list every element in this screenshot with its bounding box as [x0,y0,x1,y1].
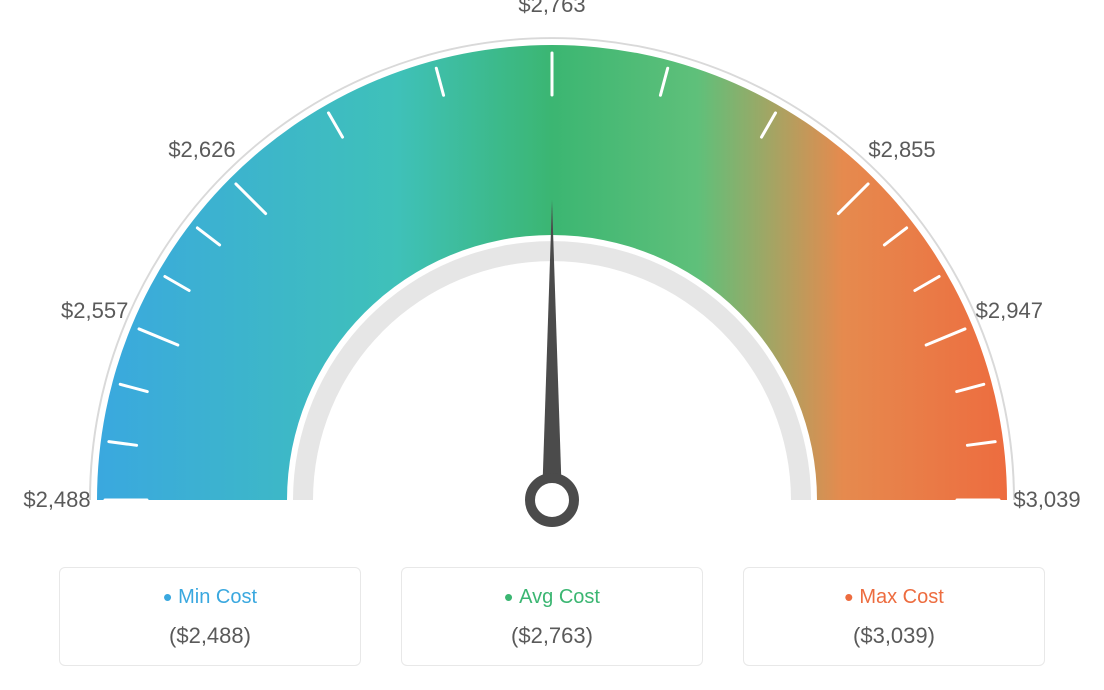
cost-gauge-container: $2,488 $2,557 $2,626 $2,763 $2,855 $2,947 $3,0… [0,0,1104,690]
legend-title-avg: • Avg Cost [402,582,702,613]
legend-title-min: • Min Cost [60,582,360,613]
legend-row: • Min Cost ($2,488) • Avg Cost ($2,763) • M… [0,567,1104,666]
dot-icon-avg: • [504,582,513,612]
legend-title-text: Min Cost [178,586,257,608]
gauge-tick-label: $3,039 [1013,487,1080,513]
legend-title-text: Max Cost [859,586,943,608]
gauge-svg [0,0,1104,560]
legend-card-min: • Min Cost ($2,488) [59,567,361,666]
legend-card-max: • Max Cost ($3,039) [743,567,1045,666]
gauge-tick-label: $2,763 [518,0,585,18]
gauge-tick-label: $2,488 [23,487,90,513]
legend-value-avg: ($2,763) [402,623,702,649]
legend-title-max: • Max Cost [744,582,1044,613]
gauge-tick-label: $2,947 [976,298,1043,324]
legend-value-max: ($3,039) [744,623,1044,649]
legend-title-text: Avg Cost [519,586,600,608]
gauge-tick-label: $2,557 [61,298,128,324]
gauge-area: $2,488 $2,557 $2,626 $2,763 $2,855 $2,947 $3,0… [0,0,1104,560]
legend-value-min: ($2,488) [60,623,360,649]
gauge-tick-label: $2,855 [868,137,935,163]
dot-icon-min: • [163,582,172,612]
gauge-tick-label: $2,626 [168,137,235,163]
legend-card-avg: • Avg Cost ($2,763) [401,567,703,666]
dot-icon-max: • [844,582,853,612]
